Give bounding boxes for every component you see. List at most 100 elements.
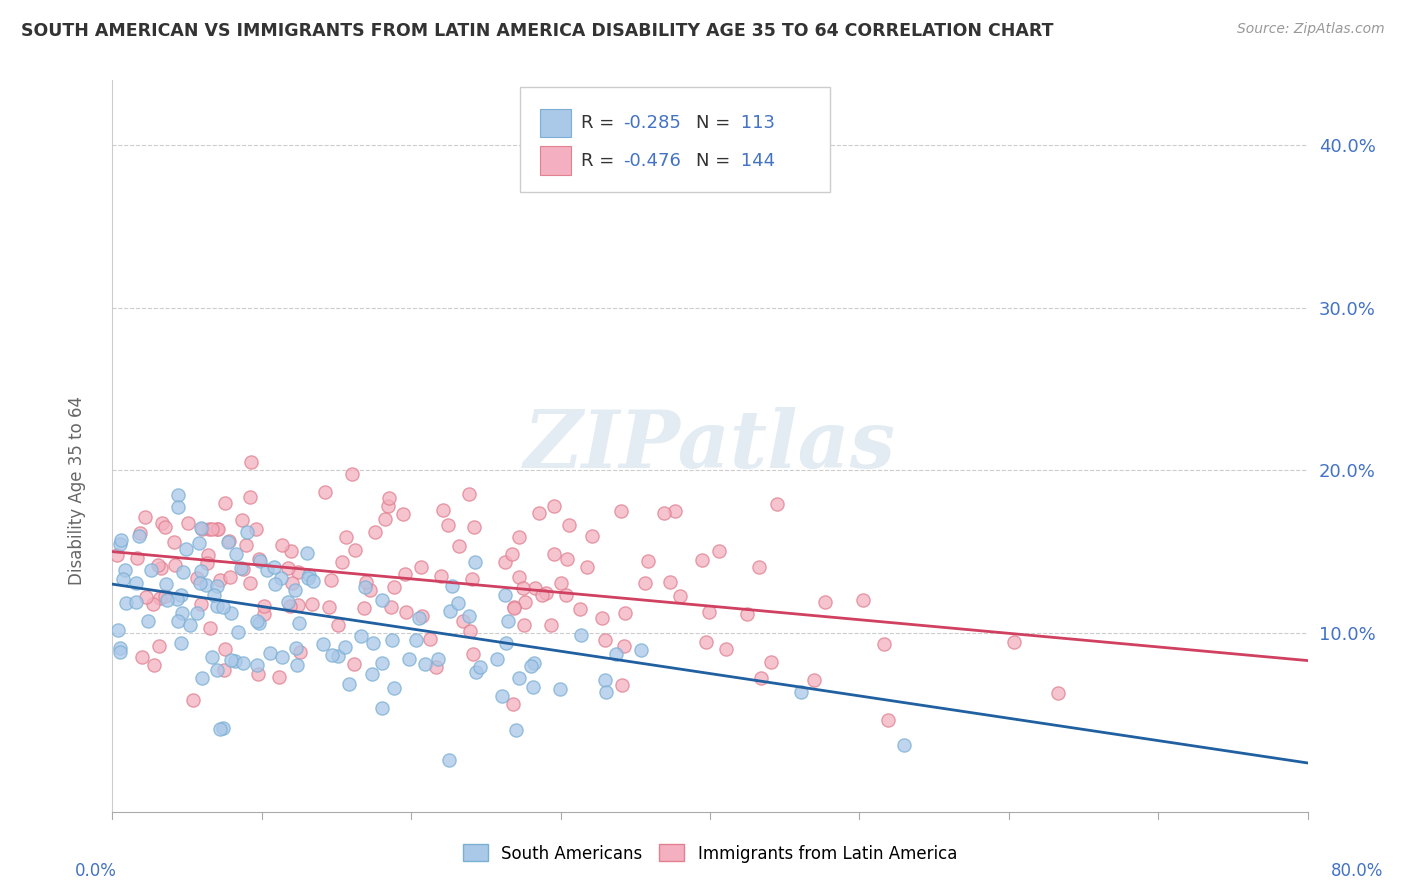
Point [374, 512, 396, 526]
Point [212, 600, 235, 615]
Point [613, 639, 636, 653]
Point [135, 591, 157, 605]
Point [595, 685, 617, 699]
Point [543, 547, 565, 561]
Point [150, 516, 173, 530]
Point [190, 672, 212, 686]
Point [217, 534, 239, 549]
Point [177, 516, 200, 531]
Point [378, 491, 401, 506]
Point [634, 576, 657, 591]
Point [153, 589, 176, 603]
Point [141, 563, 163, 577]
Point [495, 636, 517, 650]
Point [395, 605, 418, 619]
Point [353, 601, 375, 615]
Point [502, 698, 524, 712]
Point [321, 648, 343, 662]
Text: 80.0%: 80.0% [1330, 862, 1384, 880]
Point [110, 533, 132, 548]
Point [468, 660, 491, 674]
Point [207, 522, 229, 536]
Point [246, 657, 269, 672]
Point [328, 618, 350, 632]
Point [384, 681, 406, 695]
Point [464, 665, 486, 679]
Point [136, 614, 159, 628]
Point [253, 607, 276, 621]
Point [447, 539, 470, 553]
Point [153, 519, 176, 533]
Point [457, 608, 479, 623]
Point [162, 534, 184, 549]
Point [112, 572, 135, 586]
Point [188, 576, 211, 591]
Point [494, 588, 516, 602]
Point [534, 585, 557, 599]
Point [335, 531, 357, 545]
Point [508, 530, 530, 544]
Point [543, 499, 565, 513]
Point [394, 567, 416, 582]
Point [202, 588, 225, 602]
Point [201, 522, 224, 536]
Point [748, 560, 770, 574]
Point [225, 547, 247, 561]
Point [530, 588, 553, 602]
Point [652, 506, 675, 520]
Point [427, 652, 450, 666]
Point [498, 614, 520, 628]
Point [209, 722, 232, 736]
Point [405, 633, 427, 648]
Point [321, 573, 343, 587]
Point [198, 621, 221, 635]
Point [264, 576, 287, 591]
Point [163, 558, 186, 573]
Point [612, 678, 634, 692]
Point [166, 591, 188, 606]
Point [361, 635, 384, 649]
Point [195, 556, 218, 570]
Point [614, 606, 637, 620]
Point [463, 647, 485, 661]
Text: N =: N = [696, 152, 735, 169]
Point [464, 555, 486, 569]
Point [419, 632, 441, 646]
Point [125, 595, 148, 609]
Point [131, 649, 153, 664]
Point [172, 565, 194, 579]
Point [550, 575, 572, 590]
Point [371, 593, 394, 607]
Point [105, 548, 128, 562]
Point [343, 657, 366, 671]
Point [128, 529, 150, 543]
Point [280, 544, 302, 558]
Point [425, 660, 447, 674]
Point [194, 577, 217, 591]
Point [555, 552, 578, 566]
Point [364, 524, 387, 539]
Point [408, 611, 430, 625]
Point [695, 634, 717, 648]
Text: Disability Age 35 to 64: Disability Age 35 to 64 [69, 396, 86, 585]
Point [186, 606, 208, 620]
Text: R =: R = [581, 152, 620, 169]
Point [142, 657, 165, 672]
Point [664, 503, 686, 517]
Point [197, 548, 219, 562]
Point [226, 625, 249, 640]
Point [343, 542, 366, 557]
Point [295, 546, 318, 560]
Point [218, 533, 240, 548]
Point [183, 693, 205, 707]
Point [512, 581, 534, 595]
Point [501, 548, 523, 562]
Point [558, 517, 581, 532]
Point [148, 639, 170, 653]
Point [271, 538, 294, 552]
Text: R =: R = [581, 114, 620, 132]
Point [229, 560, 252, 574]
Point [288, 616, 311, 631]
Legend: South Americans, Immigrants from Latin America: South Americans, Immigrants from Latin A… [457, 838, 963, 869]
Point [205, 599, 228, 613]
